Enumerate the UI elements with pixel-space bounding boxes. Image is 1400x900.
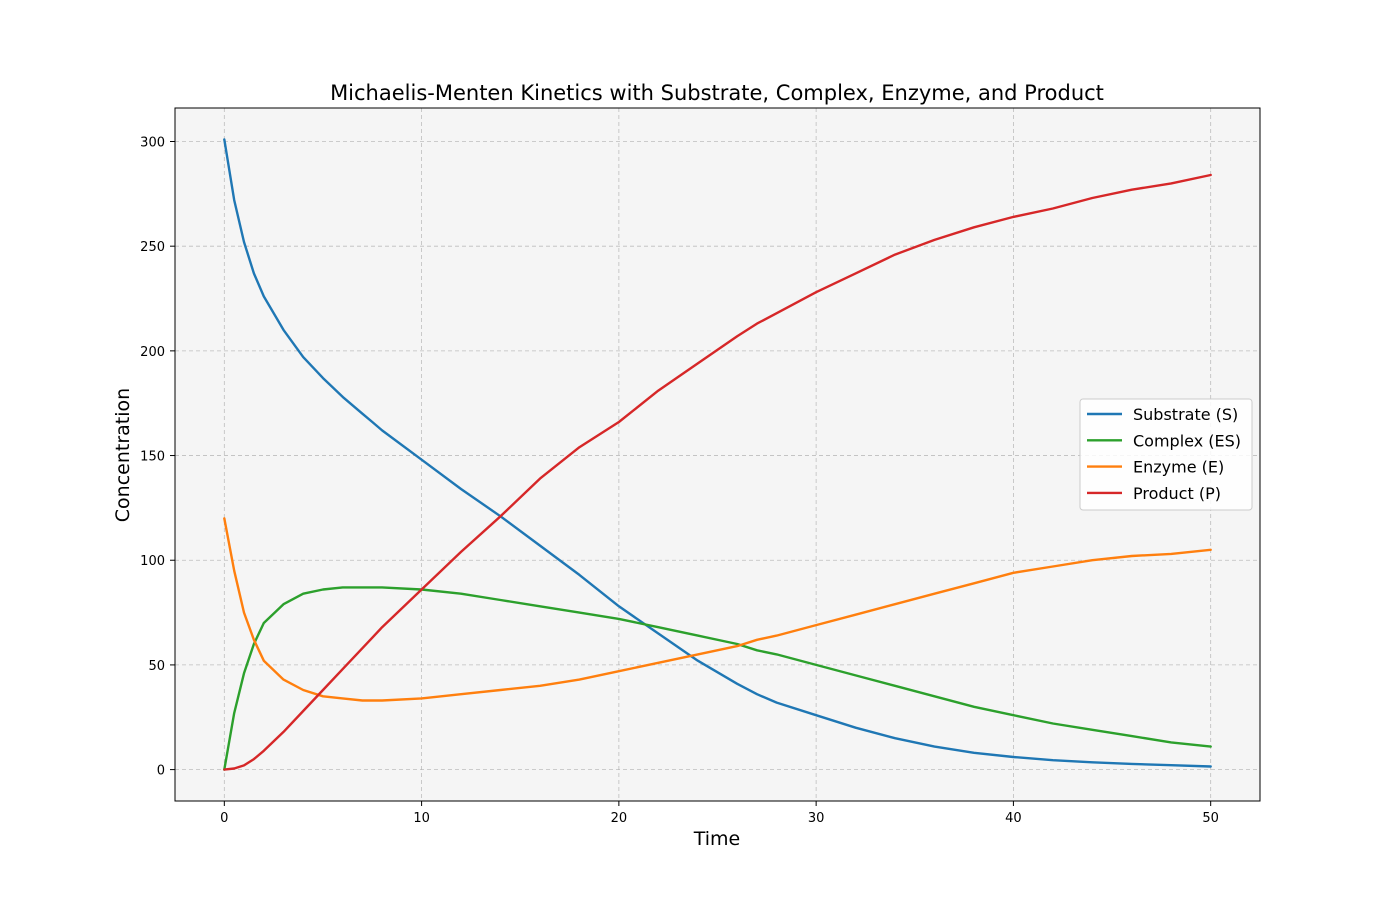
x-tick-label: 30: [808, 811, 825, 826]
x-axis-title: Time: [693, 828, 741, 850]
legend-box: [1079, 398, 1253, 511]
legend-label: Enzyme (E): [1133, 458, 1224, 477]
y-tick-label: 150: [140, 450, 165, 465]
y-tick-label: 100: [140, 554, 165, 569]
series-line-enzyme-e: [223, 517, 1212, 702]
plot-frame: [174, 107, 1261, 802]
y-tick-label: 0: [157, 764, 165, 779]
legend: Substrate (S) Complex (ES) Enzyme (E) Produ…: [1079, 398, 1253, 511]
legend-label: Complex (ES): [1133, 431, 1241, 450]
series-line-substrate-s: [223, 138, 1212, 768]
tick-layer: 0 10 20 30 40 50 0 50 100 150 200 250 300: [140, 135, 1219, 826]
x-tick-label: 20: [611, 811, 628, 826]
series-line-complex-es: [223, 586, 1212, 771]
legend-label: Substrate (S): [1133, 405, 1238, 424]
chart-title: Michaelis-Menten Kinetics with Substrate…: [330, 81, 1104, 105]
legend-entries: Substrate (S) Complex (ES) Enzyme (E) Produ…: [1087, 405, 1241, 503]
y-axis-title: Concentration: [112, 388, 134, 522]
x-tick-label: 40: [1005, 811, 1022, 826]
y-tick-label: 50: [148, 659, 165, 674]
series-layer: [223, 138, 1212, 771]
series-line-product-p: [223, 173, 1212, 771]
x-tick-label: 50: [1202, 811, 1219, 826]
plot-area: [175, 108, 1260, 801]
x-tick-label: 10: [413, 811, 430, 826]
y-tick-label: 200: [140, 345, 165, 360]
y-tick-label: 250: [140, 240, 165, 255]
x-tick-label: 0: [220, 811, 228, 826]
legend-label: Product (P): [1133, 484, 1221, 503]
y-tick-label: 300: [140, 135, 165, 150]
